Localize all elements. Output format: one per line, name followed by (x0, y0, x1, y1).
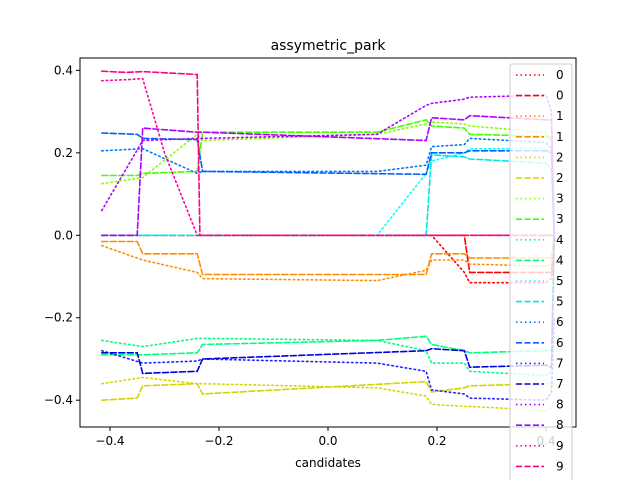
legend-label: 1 (556, 109, 564, 123)
x-tick-label: −0.4 (95, 434, 124, 448)
legend-label: 7 (556, 377, 564, 391)
legend-label: 8 (556, 398, 564, 412)
chart-title: assymetric_park (271, 38, 387, 54)
legend: 0 0 1 1 2 2 3 3 4 4 5 5 6 6 7 7 8 8 9 9 (509, 63, 573, 480)
legend-label: 3 (556, 212, 564, 226)
x-tick-label: 0.2 (427, 434, 446, 448)
legend-box (509, 63, 573, 480)
legend-label: 5 (556, 274, 564, 288)
legend-label: 3 (556, 192, 564, 206)
series-line-2-dashed (101, 380, 556, 402)
y-tick-label: −0.4 (44, 393, 73, 407)
legend-label: 8 (556, 418, 564, 432)
legend-label: 4 (556, 233, 564, 247)
legend-label: 6 (556, 336, 564, 350)
legend-label: 6 (556, 315, 564, 329)
legend-label: 0 (556, 68, 564, 82)
legend-label: 5 (556, 295, 564, 309)
y-tick-label: 0.0 (54, 228, 73, 242)
legend-label: 9 (556, 459, 564, 473)
series-line-3-dotted (101, 121, 556, 237)
legend-label: 0 (556, 89, 564, 103)
legend-label: 2 (556, 150, 564, 164)
y-tick-label: 0.2 (54, 146, 73, 160)
legend-label: 2 (556, 171, 564, 185)
legend-label: 7 (556, 356, 564, 370)
y-tick-label: −0.2 (44, 311, 73, 325)
y-axis-ticks: −0.4 −0.2 0.0 0.2 0.4 (44, 63, 80, 407)
legend-label: 4 (556, 253, 564, 267)
y-tick-label: 0.4 (54, 63, 73, 77)
x-axis-label: candidates (295, 456, 361, 470)
legend-label: 1 (556, 130, 564, 144)
x-tick-label: 0.0 (318, 434, 337, 448)
x-tick-label: −0.2 (204, 434, 233, 448)
legend-label: 9 (556, 439, 564, 453)
